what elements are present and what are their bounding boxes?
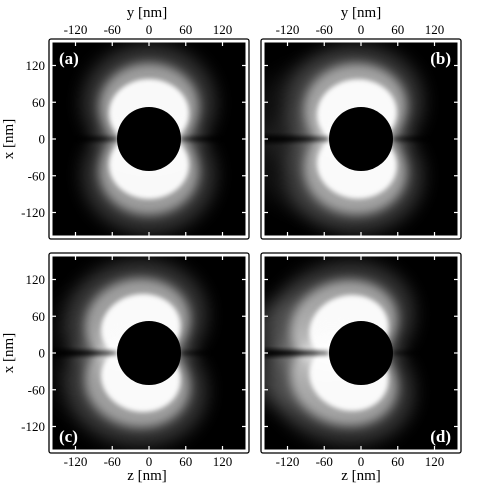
bottom-tick-label: 120 (425, 454, 445, 469)
panel-inner-frame (261, 39, 461, 239)
top-axis-label-right: y [nm] (341, 5, 381, 21)
top-axis-label: y [nm] (127, 5, 167, 21)
nanoparticle (329, 107, 393, 171)
node-wedge-right (181, 135, 247, 143)
top-tick-label: 0 (146, 22, 153, 37)
bottom-tick-label: 60 (391, 454, 404, 469)
panel-inner-frame (49, 253, 249, 453)
panel-inner-frame (261, 253, 461, 453)
tick-labels: -120 -120 -60 -60 0 0 60 60 120 120 -120 -120 -60 -60… (21, 22, 444, 469)
bottom-tick-label: -60 (316, 454, 333, 469)
node-wedge-right (181, 349, 247, 357)
panel-frame (48, 252, 250, 454)
nanoparticle (117, 107, 181, 171)
top-tick-label: 60 (179, 22, 192, 37)
left-tick-label: 0 (39, 346, 46, 361)
nanoparticle (329, 321, 393, 385)
left-axis-label: x [nm] (1, 119, 17, 159)
bottom-axis-label-right: z [nm] (341, 468, 381, 484)
node-wedge-left (263, 135, 329, 143)
panel-frame (260, 38, 462, 240)
panel-label: (b) (430, 49, 451, 68)
bottom-tick-label: 60 (179, 454, 192, 469)
left-tick-label: 60 (32, 309, 45, 324)
node-wedge-left (51, 135, 117, 143)
top-tick-label: -120 (276, 22, 300, 37)
field-pattern (51, 45, 247, 233)
left-tick-label: 0 (39, 132, 46, 147)
left-tick-label: 120 (26, 58, 46, 73)
panel-frame (260, 252, 462, 454)
node-wedge-right (393, 349, 459, 357)
bottom-tick-label: 120 (213, 454, 233, 469)
panel-label: (a) (59, 49, 79, 68)
panel-d: (d) (260, 252, 462, 454)
panel-inner-frame (49, 39, 249, 239)
bottom-tick-label: -60 (104, 454, 121, 469)
top-tick-label: -120 (64, 22, 88, 37)
bottom-tick-label: 0 (358, 454, 365, 469)
left-axis-label-bottom: x [nm] (1, 333, 17, 373)
field-pattern (263, 261, 459, 445)
top-tick-label: -60 (104, 22, 121, 37)
panel-label: (d) (430, 427, 451, 446)
top-tick-label: 120 (425, 22, 445, 37)
field-pattern (263, 45, 459, 233)
left-tick-label: -60 (28, 168, 45, 183)
panel-c: (c) (48, 252, 250, 454)
bottom-tick-label: -120 (276, 454, 300, 469)
panel-frame (48, 38, 250, 240)
field-pattern (51, 260, 247, 446)
left-tick-label: 60 (32, 95, 45, 110)
left-tick-label: 120 (26, 272, 46, 287)
top-tick-label: 120 (213, 22, 233, 37)
bottom-axis-label: z [nm] (127, 468, 167, 484)
top-tick-label: 0 (358, 22, 365, 37)
bottom-tick-label: 0 (146, 454, 153, 469)
node-wedge-left (263, 349, 329, 357)
panel-label: (c) (59, 427, 78, 446)
bottom-tick-label: -120 (64, 454, 88, 469)
node-wedge-left (51, 349, 117, 357)
panel-a: (a) (48, 38, 250, 240)
panel-b: (b) (260, 38, 462, 240)
left-tick-label: -120 (21, 205, 45, 220)
left-tick-label: -120 (21, 419, 45, 434)
nanoparticle (117, 321, 181, 385)
left-tick-label: -60 (28, 382, 45, 397)
top-tick-label: 60 (391, 22, 404, 37)
top-tick-label: -60 (316, 22, 333, 37)
node-wedge-right (393, 135, 459, 143)
